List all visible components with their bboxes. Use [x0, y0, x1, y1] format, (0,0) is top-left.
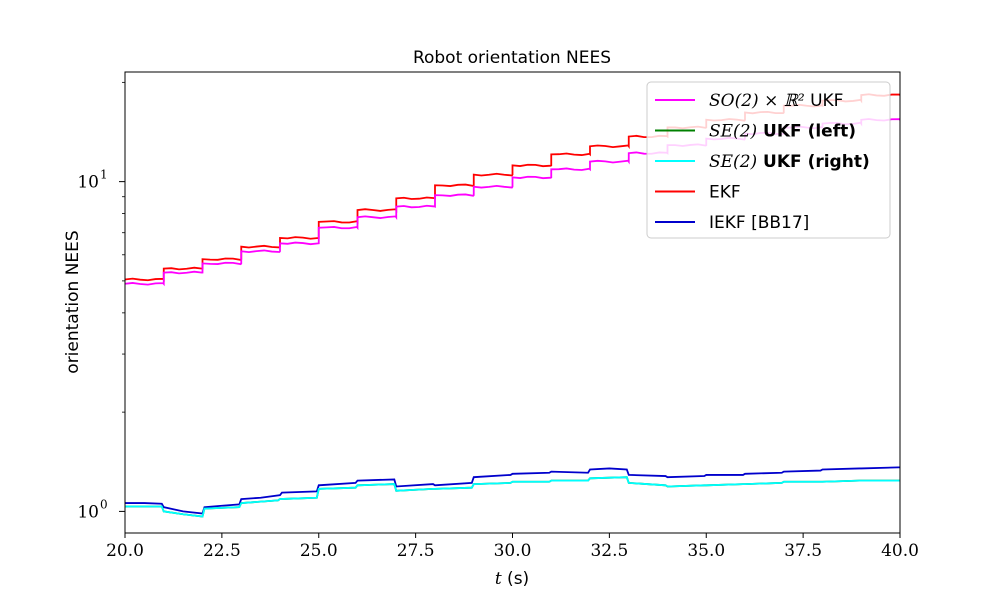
x-axis-label-var: t — [495, 569, 502, 589]
legend-label-iekf: IEKF [BB17] — [709, 213, 809, 233]
x-axis: 20.0 22.5 25.0 27.5 30.0 32.5 35.0 37.5 40.0 — [106, 533, 919, 561]
y-tick-exponent: 0 — [100, 497, 108, 511]
x-tick-label: 40.0 — [881, 541, 919, 561]
chart-title: Robot orientation NEES — [413, 48, 611, 68]
y-tick-label: 10 — [77, 173, 99, 193]
x-tick-label: 30.0 — [494, 541, 532, 561]
legend-label-se2_left: SE(2) UKF (left) — [709, 122, 856, 142]
y-tick-label: 10 — [77, 502, 99, 522]
legend-label-so2: SO(2) × ℝ² UKF — [709, 91, 843, 111]
series-line-se2_right — [125, 476, 900, 518]
legend-label-se2_right: SE(2) UKF (right) — [709, 152, 870, 172]
y-axis-label: orientation NEES — [63, 230, 83, 373]
x-tick-label: 27.5 — [397, 541, 435, 561]
series-line-iekf — [125, 466, 900, 515]
x-tick-label: 20.0 — [106, 541, 144, 561]
y-tick-exponent: 1 — [100, 168, 108, 182]
series-line-se2_left — [125, 476, 900, 518]
x-tick-label: 32.5 — [590, 541, 628, 561]
x-tick-label: 37.5 — [784, 541, 822, 561]
legend-label-ekf: EKF — [709, 183, 741, 203]
legend-box — [646, 81, 891, 239]
x-tick-label: 22.5 — [203, 541, 241, 561]
x-axis-label: t (s) — [495, 569, 529, 589]
legend: SO(2) × ℝ² UKF SE(2) UKF (left) SE(2) UKF … — [646, 81, 891, 239]
x-tick-label: 35.0 — [687, 541, 725, 561]
x-tick-label: 25.0 — [300, 541, 338, 561]
x-axis-label-unit: (s) — [502, 569, 530, 589]
